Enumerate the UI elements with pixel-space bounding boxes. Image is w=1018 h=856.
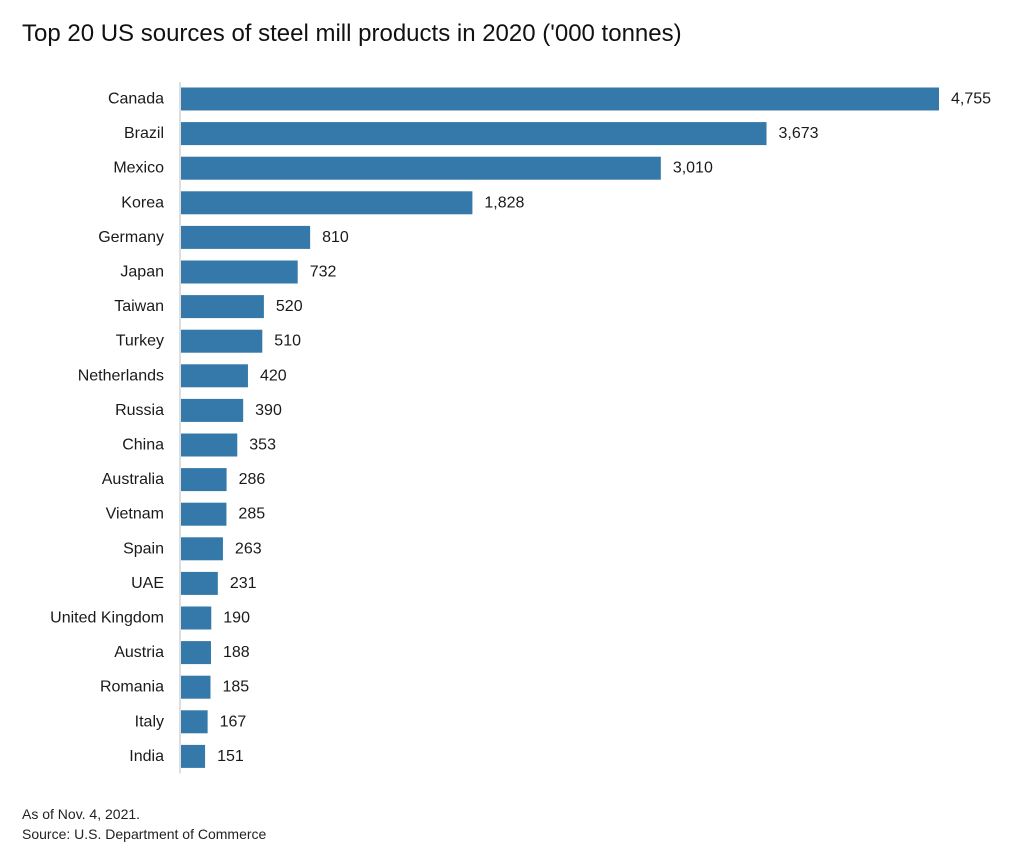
bar-group: UAE 231 — [131, 571, 257, 595]
bar-group: Japan 732 — [120, 260, 337, 284]
value-label: 286 — [239, 471, 266, 488]
bar-group: China 353 — [122, 433, 276, 457]
value-label: 190 — [223, 610, 250, 627]
value-label: 390 — [255, 402, 282, 419]
value-label: 167 — [220, 713, 247, 730]
category-label: Turkey — [116, 333, 164, 350]
category-label: Taiwan — [114, 298, 164, 315]
bar — [181, 502, 227, 526]
category-label: Russia — [115, 402, 164, 419]
bar-group: Austria 188 — [114, 641, 250, 665]
category-label: Italy — [135, 713, 164, 730]
bar-group: United Kingdom 190 — [50, 606, 250, 630]
category-label: United Kingdom — [50, 610, 164, 627]
category-label: Vietnam — [106, 506, 164, 523]
bar — [181, 433, 238, 457]
category-label: Canada — [108, 91, 164, 108]
bar-group: Spain 263 — [123, 537, 262, 561]
category-label: Germany — [98, 229, 164, 246]
value-label: 420 — [260, 367, 287, 384]
bar-group: Brazil 3,673 — [124, 122, 819, 146]
bar — [181, 398, 244, 422]
bar — [181, 571, 218, 595]
bar-group: India 151 — [129, 744, 244, 768]
bar-group: Russia 390 — [115, 398, 282, 422]
bar — [181, 468, 227, 492]
category-label: Mexico — [113, 160, 164, 177]
bar-group: Romania 185 — [100, 675, 249, 699]
value-label: 188 — [223, 644, 250, 661]
bar-group: Turkey 510 — [116, 329, 301, 353]
value-label: 4,755 — [951, 91, 991, 108]
bar — [181, 329, 263, 353]
bar-group: Korea 1,828 — [121, 191, 525, 215]
category-label: Brazil — [124, 125, 164, 142]
category-label: China — [122, 437, 164, 454]
value-label: 732 — [310, 264, 337, 281]
bar — [181, 191, 473, 215]
value-label: 1,828 — [484, 194, 524, 211]
bar — [181, 225, 311, 249]
value-label: 151 — [217, 748, 244, 765]
bar-group: Canada 4,755 — [108, 87, 991, 111]
category-label: Romania — [100, 679, 164, 696]
category-label: Austria — [114, 644, 164, 661]
bar — [181, 122, 767, 146]
bar-group: Taiwan 520 — [114, 295, 303, 319]
category-label: Spain — [123, 540, 164, 557]
value-label: 3,010 — [673, 160, 713, 177]
bar-group: Vietnam 285 — [106, 502, 265, 526]
value-label: 353 — [249, 437, 276, 454]
value-label: 510 — [274, 333, 301, 350]
bar — [181, 87, 939, 111]
category-label: India — [129, 748, 164, 765]
category-label: Australia — [102, 471, 164, 488]
bar — [181, 744, 206, 768]
footnotes: As of Nov. 4, 2021. Source: U.S. Departm… — [22, 804, 266, 844]
bar — [181, 156, 661, 180]
bar-group: Netherlands 420 — [78, 364, 287, 388]
bar — [181, 295, 264, 319]
as-of-date-note: As of Nov. 4, 2021. — [22, 806, 141, 822]
category-label: Netherlands — [78, 367, 164, 384]
value-label: 810 — [322, 229, 349, 246]
bar-group: Italy 167 — [135, 710, 247, 734]
bar — [181, 606, 212, 630]
bar — [181, 675, 211, 699]
bar-group: Australia 286 — [102, 468, 266, 492]
bar — [181, 641, 211, 665]
category-label: Korea — [121, 194, 164, 211]
bar — [181, 364, 248, 388]
chart-title: Top 20 US sources of steel mill products… — [22, 20, 682, 47]
value-label: 263 — [235, 540, 262, 557]
category-label: Japan — [120, 264, 164, 281]
bar-group: Germany 810 — [98, 225, 349, 249]
bar-chart: Canada 4,755 Brazil 3,673 Mexico 3,010 Korea 1,… — [50, 82, 991, 774]
bar — [181, 260, 298, 284]
value-label: 185 — [222, 679, 249, 696]
bar — [181, 537, 223, 561]
value-label: 231 — [230, 575, 257, 592]
value-label: 520 — [276, 298, 303, 315]
category-label: UAE — [131, 575, 164, 592]
bar — [181, 710, 208, 734]
bar-group: Mexico 3,010 — [113, 156, 713, 180]
source-note: Source: U.S. Department of Commerce — [22, 826, 267, 842]
value-label: 285 — [238, 506, 265, 523]
value-label: 3,673 — [779, 125, 819, 142]
